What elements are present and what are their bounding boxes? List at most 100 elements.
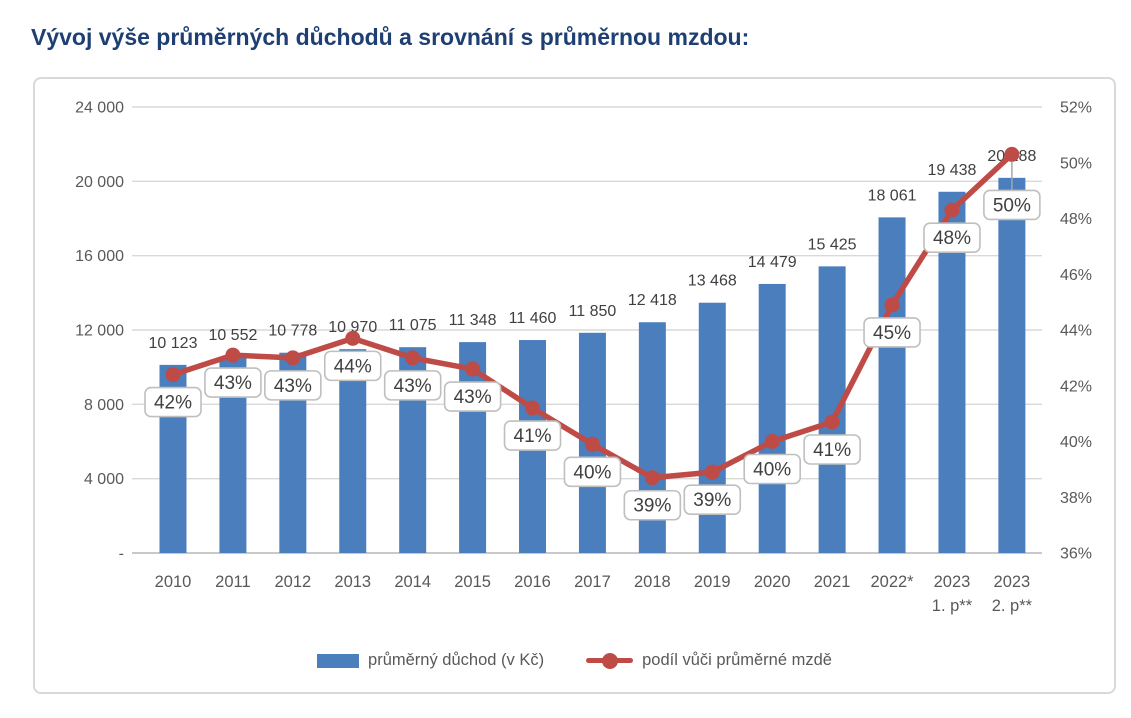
bar-value-label: 11 460: [509, 310, 557, 327]
bar-value-label: 10 123: [149, 335, 198, 352]
x-axis-tick-label: 2021: [814, 573, 851, 591]
bar-value-label: 19 438: [927, 162, 976, 179]
bar-value-label: 15 425: [808, 236, 857, 253]
bar-value-label: 13 468: [688, 273, 737, 290]
y-axis-right-tick-label: 50%: [1060, 155, 1092, 172]
line-marker: [465, 361, 481, 377]
line-marker: [704, 464, 720, 480]
bar-value-label: 11 348: [449, 312, 497, 329]
line-marker: [644, 470, 660, 486]
y-axis-right-tick-label: 48%: [1060, 211, 1092, 228]
line-marker: [285, 350, 301, 366]
bar-value-label: 14 479: [748, 254, 797, 271]
x-axis-tick-label: 2010: [155, 573, 192, 591]
x-axis-tick-label: 2019: [694, 573, 731, 591]
pct-callout-box: [204, 367, 262, 398]
pct-callout-label: 39%: [693, 490, 731, 511]
y-axis-right-tick-label: 38%: [1060, 490, 1092, 507]
combo-chart: 24 000 20 000 16 000 12 000 8 000 4 000 - 52% 50…: [75, 100, 1092, 616]
pct-callout-label: 48%: [933, 228, 971, 249]
x-axis-tick-label: 2014: [394, 573, 431, 591]
line-marker: [824, 414, 840, 430]
pct-callout-box: [323, 350, 382, 382]
line-marker: [525, 400, 541, 416]
pct-callout-label: 45%: [873, 323, 911, 344]
pct-callout-label: 43%: [394, 376, 432, 397]
chart-frame: 24 000 20 000 16 000 12 000 8 000 4 000 - 52% 50…: [33, 77, 1116, 694]
pct-callout-label: 42%: [154, 393, 192, 414]
bar-value-label: 11 850: [569, 303, 617, 320]
y-axis-right-tick-label: 52%: [1060, 100, 1092, 117]
bar-series-swatch-icon: [317, 653, 360, 668]
pct-callout-box: [863, 317, 921, 348]
pct-callout-box: [503, 420, 562, 451]
pct-callout-label: 43%: [214, 373, 252, 394]
pct-callout-label: 41%: [514, 426, 552, 447]
y-axis-right-tick-label: 36%: [1060, 546, 1092, 563]
pct-callout-box: [563, 456, 622, 488]
bar-2020: [758, 283, 786, 553]
line-marker: [764, 434, 780, 449]
chart-legend: průměrný důchod (v Kč) podíl vůči průměr…: [35, 651, 1114, 670]
pct-callout-box: [264, 370, 322, 401]
bar-2023: [998, 177, 1026, 553]
line-marker: [225, 347, 241, 363]
line-marker: [884, 297, 900, 313]
x-axis-tick-sublabel: 2. p**: [992, 597, 1033, 615]
y-axis-right-tick-label: 44%: [1060, 323, 1092, 340]
y-axis-left-tick-label: 24 000: [75, 100, 124, 117]
legend-item-share: podíl vůči průměrné mzdě: [586, 651, 832, 670]
bar-value-label: 18 061: [868, 187, 917, 204]
bar-2022*: [878, 217, 906, 554]
line-marker: [944, 202, 960, 218]
pct-callout-box: [923, 222, 981, 253]
legend-label-share: podíl vůči průměrné mzdě: [642, 651, 832, 669]
x-axis-tick-label: 2023: [994, 573, 1031, 591]
bar-value-label: 10 970: [328, 319, 377, 336]
y-axis-left-tick-label: 20 000: [75, 174, 124, 191]
y-axis-left-tick-label: 8 000: [84, 397, 124, 414]
x-axis-tick-sublabel: 1. p**: [932, 597, 973, 615]
pct-callout-box: [443, 381, 502, 412]
bar-value-label: 10 552: [208, 327, 257, 344]
y-axis-right-tick-label: 40%: [1060, 434, 1092, 451]
line-marker: [345, 330, 361, 346]
bar-value-label: 10 778: [268, 323, 317, 340]
legend-label-pension: průměrný důchod (v Kč): [368, 651, 545, 669]
x-axis-tick-label: 2013: [334, 573, 371, 591]
pct-callout-label: 39%: [633, 496, 671, 517]
line-marker: [165, 367, 181, 383]
pct-callout-box: [803, 434, 861, 465]
x-axis-tick-label: 2012: [274, 573, 311, 591]
y-axis-left-tick-label: 16 000: [75, 248, 124, 265]
bar-value-label: 12 418: [628, 292, 677, 309]
pct-callout-box: [144, 386, 202, 418]
bar-2013: [339, 349, 367, 553]
x-axis-tick-label: 2016: [514, 573, 551, 591]
bar-value-label: 11 075: [389, 317, 437, 334]
pct-callout-label: 50%: [993, 195, 1031, 216]
pct-callout-label: 44%: [334, 356, 372, 377]
x-axis-tick-label: 2017: [574, 573, 611, 591]
line-marker-icon: [601, 652, 618, 669]
y-axis-right-tick-label: 46%: [1060, 267, 1092, 284]
line-series-swatch-icon: [586, 652, 634, 669]
pct-callout-box: [623, 489, 682, 521]
page-title: Vývoj výše průměrných důchodů a srovnání…: [31, 24, 750, 50]
pct-callout-box: [983, 189, 1041, 221]
pct-callout-box: [683, 484, 742, 515]
pct-callout-box: [743, 453, 802, 485]
y-axis-left-tick-label: 12 000: [75, 323, 124, 340]
line-marker: [584, 436, 600, 452]
y-axis-left-tick-label: 4 000: [84, 471, 124, 488]
y-axis-right-tick-label: 42%: [1060, 378, 1092, 395]
pct-callout-label: 41%: [813, 440, 851, 461]
bar-2019: [698, 302, 726, 553]
line-marker: [1004, 146, 1020, 162]
x-axis-tick-label: 2011: [215, 573, 250, 591]
x-axis-tick-label: 2022*: [870, 573, 914, 591]
legend-item-pension: průměrný důchod (v Kč): [317, 651, 544, 670]
y-axis-left-tick-label: -: [119, 546, 124, 563]
bar-2021: [818, 266, 846, 553]
